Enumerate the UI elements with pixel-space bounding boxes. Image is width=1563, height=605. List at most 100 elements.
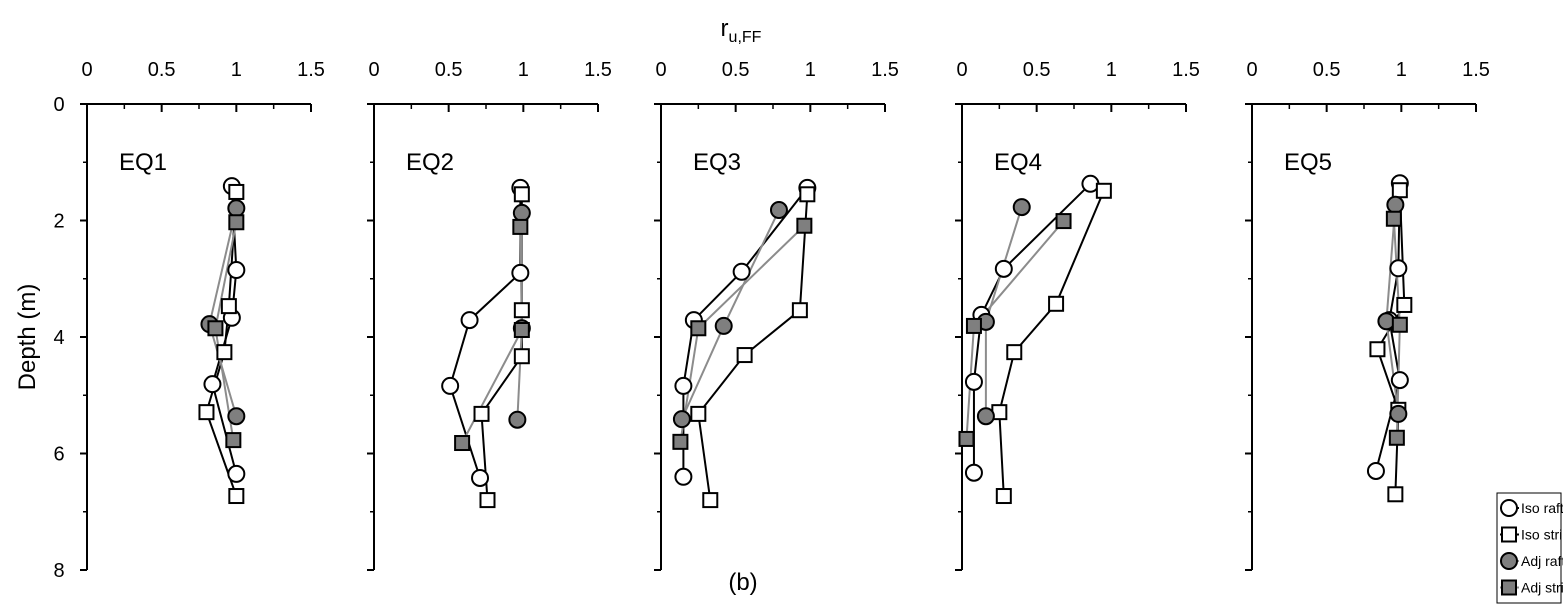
circle-marker [512,203,531,222]
circle-marker [227,464,246,483]
circle-marker [732,262,751,281]
legend-label: Iso raft [1521,500,1563,516]
circle-marker [460,311,479,330]
circle-marker [714,316,733,335]
square-marker [672,433,689,450]
x-tick-label: 0 [81,59,92,81]
square-marker [791,302,808,319]
panel-title: EQ1 [119,149,167,176]
square-marker [220,298,237,315]
x-tick-label: 1 [1106,59,1117,81]
x-tick-label: 0.5 [148,59,176,81]
x-tick-label: 0.5 [1023,59,1051,81]
circle-marker [976,407,995,426]
square-marker [995,488,1012,505]
x-tick-label: 1.5 [871,59,899,81]
series-line [461,226,523,444]
square-marker [228,488,245,505]
square-marker [690,320,707,337]
square-marker [1501,526,1517,543]
circle-marker [1390,371,1409,390]
square-marker [228,183,245,200]
square-marker [1055,213,1072,230]
square-marker [1391,316,1408,333]
square-marker [736,347,753,364]
square-marker [207,320,224,337]
circle-marker [227,261,246,280]
square-marker [1095,182,1112,199]
x-tick-label: 1.5 [297,59,325,81]
x-tick-label: 1 [231,59,242,81]
x-tick-label: 0 [956,59,967,81]
circle-marker [511,263,530,282]
circle-marker [1386,195,1405,214]
circle-marker [964,463,983,482]
circle-marker [964,372,983,391]
y-tick-label: 8 [53,560,64,582]
square-marker [225,432,242,449]
x-axis-label-sub: u,FF [729,29,762,46]
square-marker [1048,295,1065,312]
square-marker [1387,486,1404,503]
square-marker [796,217,813,234]
square-marker [454,435,471,452]
panel-title: EQ3 [693,149,741,176]
legend-label: Adj raft [1521,553,1563,569]
legend-label: Adj strip [1521,580,1563,596]
panel-title: EQ4 [994,149,1042,176]
square-marker [479,492,496,509]
x-tick-label: 0.5 [1313,59,1341,81]
y-axis-label: Depth (m) [14,284,41,391]
square-marker [513,322,530,339]
circle-marker [1366,461,1385,480]
square-marker [958,430,975,447]
circle-marker [508,410,527,429]
x-axis-label-main: r [721,15,729,42]
circle-marker [227,407,246,426]
square-marker [513,302,530,319]
legend-label: Iso strip [1521,527,1563,543]
circle-marker [1500,499,1518,517]
x-tick-label: 0.5 [435,59,463,81]
square-marker [799,186,816,203]
circle-marker [1389,404,1408,423]
series-line [984,206,1023,417]
square-marker [1385,210,1402,227]
x-tick-label: 1.5 [584,59,612,81]
square-marker [1369,341,1386,358]
series-line [205,191,238,497]
x-tick-label: 0 [1246,59,1257,81]
y-tick-label: 2 [53,211,64,233]
square-marker [513,348,530,365]
panel-title: EQ2 [406,149,454,176]
series-line [449,187,522,479]
y-tick-label: 6 [53,444,64,466]
square-marker [198,404,215,421]
square-marker [473,405,490,422]
circle-marker [674,467,693,486]
square-marker [965,317,982,334]
square-marker [690,405,707,422]
circle-marker [1012,198,1031,217]
square-marker [228,214,245,231]
x-tick-label: 0 [368,59,379,81]
circle-marker [203,375,222,394]
x-tick-label: 1 [805,59,816,81]
square-marker [702,492,719,509]
x-tick-label: 0 [655,59,666,81]
x-tick-label: 1 [518,59,529,81]
x-tick-label: 1.5 [1172,59,1200,81]
square-marker [512,218,529,235]
circle-marker [1500,552,1518,570]
x-tick-label: 1.5 [1462,59,1490,81]
panel-title: EQ5 [1284,149,1332,176]
x-tick-label: 1 [1396,59,1407,81]
square-marker [1388,429,1405,446]
square-marker [1501,579,1517,596]
y-tick-label: 4 [53,327,64,349]
caption: (b) [728,569,757,596]
square-marker [1396,296,1413,313]
x-tick-label: 0.5 [722,59,750,81]
circle-marker [471,468,490,487]
